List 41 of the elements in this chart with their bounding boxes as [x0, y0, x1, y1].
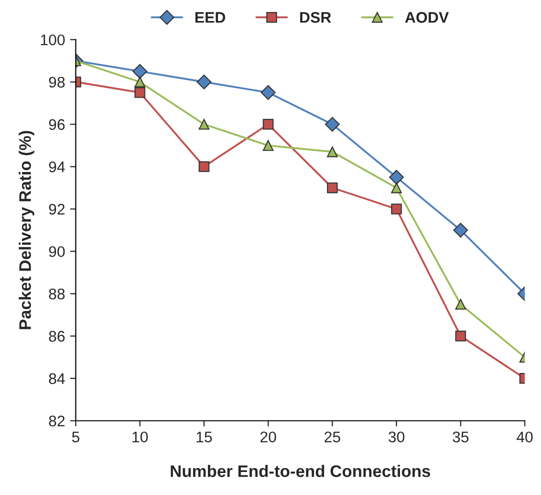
y-tick-label: 98 [49, 76, 65, 88]
legend-label: AODV [405, 12, 449, 23]
x-tick-label: 15 [196, 432, 212, 442]
y-tick-label: 88 [48, 288, 65, 300]
y-tick-label: 96 [49, 119, 65, 130]
x-tick-label: 10 [132, 432, 148, 442]
point [198, 118, 210, 130]
y-tick-label: 92 [49, 204, 65, 215]
point [134, 87, 146, 98]
x-tick-label: 25 [324, 432, 340, 442]
point [455, 330, 466, 342]
x-axis-title: Number End-to-end Connections [170, 464, 430, 478]
point [391, 182, 402, 194]
point [455, 298, 466, 310]
x-tick-label: 40 [516, 432, 533, 442]
point [198, 161, 210, 172]
x-tick-label: 30 [388, 432, 404, 442]
point [196, 74, 212, 90]
y-tick-label: 90 [49, 246, 65, 258]
x-tick-label: 35 [452, 432, 468, 442]
point [262, 140, 274, 151]
point [262, 118, 274, 130]
y-tick-label: 86 [48, 330, 65, 342]
point [134, 76, 146, 88]
y-tick-label: 100 [41, 34, 65, 46]
y-tick-label: 94 [49, 162, 65, 172]
point [260, 85, 276, 100]
x-tick-label: 20 [260, 432, 276, 442]
y-tick-label: 84 [48, 373, 65, 384]
x-tick-label: 5 [72, 432, 80, 442]
point [326, 146, 338, 158]
point [389, 170, 404, 185]
legend-label: EED [195, 12, 226, 23]
point [324, 116, 340, 132]
y-tick-label: 82 [48, 416, 65, 426]
legend-label: DSR [300, 12, 332, 23]
point [326, 182, 338, 194]
y-axis-title: Packet Delivery Ratio (%) [18, 130, 34, 330]
point [391, 204, 402, 214]
point [132, 64, 148, 79]
point [453, 222, 468, 238]
